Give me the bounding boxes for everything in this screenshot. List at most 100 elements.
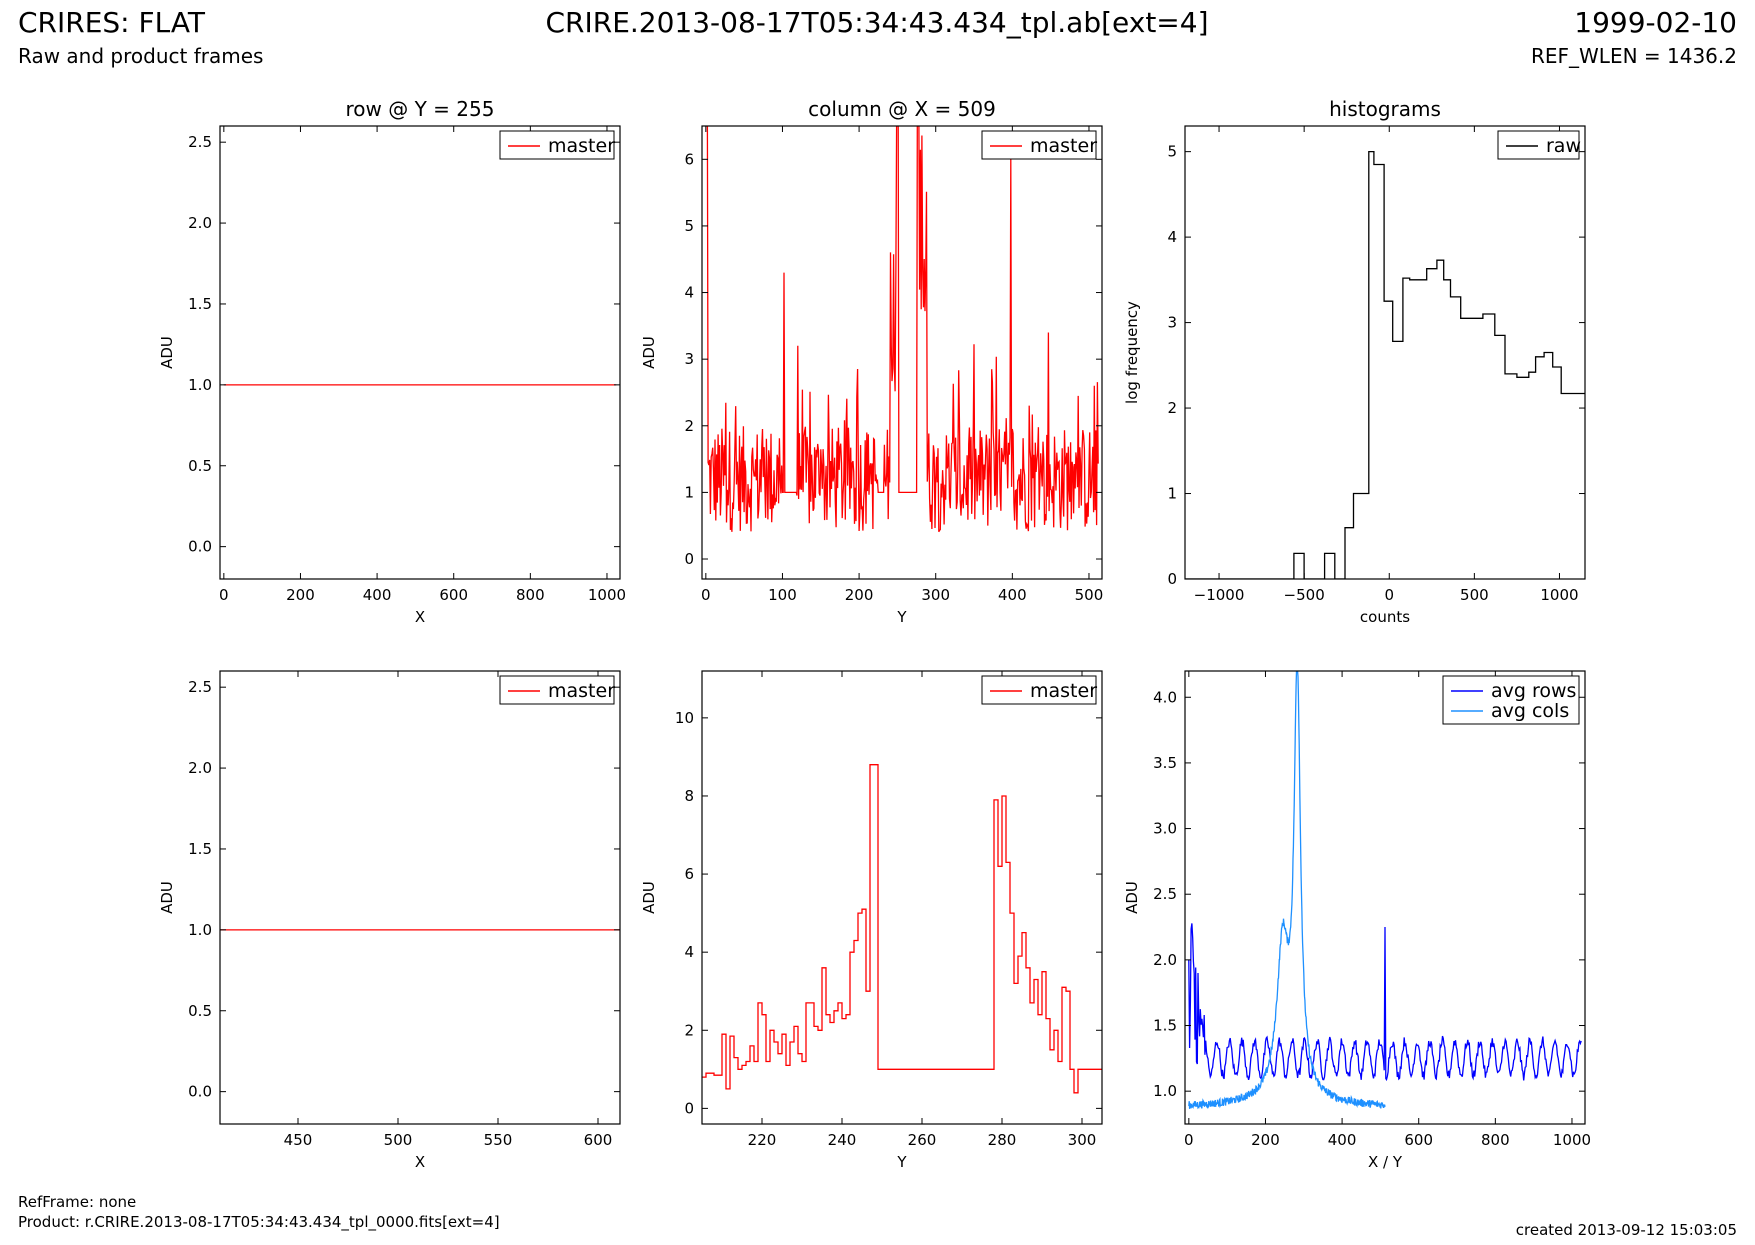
x-tick-label: 100 <box>768 586 797 604</box>
legend-box <box>1442 675 1580 725</box>
y-tick-label: 4 <box>684 943 694 961</box>
x-tick-label: 300 <box>921 586 950 604</box>
plot-frame <box>701 670 1103 1125</box>
y-tick-label: 5 <box>684 217 694 235</box>
legend-box <box>499 130 615 160</box>
y-tick-label: 3.5 <box>1153 754 1177 772</box>
y-tick-label: 5 <box>1167 143 1177 161</box>
legend: master <box>499 675 615 705</box>
x-tick-label: 220 <box>748 1131 777 1149</box>
x-tick-label: 600 <box>439 586 468 604</box>
legend-box <box>499 675 615 705</box>
legend: raw <box>1497 130 1581 160</box>
y-tick-label: 1.0 <box>1153 1082 1177 1100</box>
y-tick-label: 1 <box>684 483 694 501</box>
x-tick-label: 0 <box>1384 586 1394 604</box>
y-tick-label: 0 <box>684 550 694 568</box>
x-tick-label: 1000 <box>1540 586 1578 604</box>
chart-row-full: 0 200 400 600 800 1000 0.0 0.5 1.0 1.5 2.0 2.5 row @… <box>158 97 626 626</box>
legend-label: master <box>1030 135 1097 157</box>
series-avg-rows <box>1188 923 1582 1082</box>
x-axis-label: Y <box>896 608 907 626</box>
legend-label: master <box>548 680 615 702</box>
x-tick-label: 600 <box>584 1131 613 1149</box>
x-tick-label: 400 <box>1328 1131 1357 1149</box>
y-tick-label: 1.0 <box>188 376 212 394</box>
y-tick-label: 1.5 <box>188 295 212 313</box>
y-tick-label: 1 <box>1167 485 1177 503</box>
chart-title: histograms <box>1329 97 1441 121</box>
y-tick-label: 2.0 <box>1153 951 1177 969</box>
x-tick-label: 200 <box>845 586 874 604</box>
y-axis-label: ADU <box>158 336 176 369</box>
y-tick-label: 2.5 <box>1153 885 1177 903</box>
x-tick-label: 500 <box>1075 586 1104 604</box>
chart-col-zoom: 220 240 260 280 300 0 2 4 6 8 10 Y ADU master <box>640 670 1103 1171</box>
legend-label: master <box>548 135 615 157</box>
plot-frame <box>219 125 621 580</box>
x-axis-label: X <box>415 1153 425 1171</box>
series-master <box>702 764 1102 1094</box>
x-tick-label: 240 <box>828 1131 857 1149</box>
x-tick-label: 400 <box>363 586 392 604</box>
y-axis-label: log frequency <box>1123 301 1141 404</box>
chart-row-zoom: 450 500 550 600 0.0 0.5 1.0 1.5 2.0 2.5 X ADU master <box>158 670 621 1171</box>
y-tick-label: 6 <box>684 150 694 168</box>
footer-ref-frame: RefFrame: none <box>18 1193 137 1211</box>
x-tick-label: 500 <box>384 1131 413 1149</box>
y-tick-label: 4 <box>1167 228 1177 246</box>
x-axis-label: X <box>415 608 425 626</box>
y-tick-label: 8 <box>684 787 694 805</box>
y-tick-label: 2.5 <box>188 133 212 151</box>
x-axis-label: X / Y <box>1368 1153 1403 1171</box>
y-tick-label: 4.0 <box>1153 688 1177 706</box>
y-tick-label: 3 <box>1167 314 1177 332</box>
x-tick-label: 0 <box>1184 1131 1194 1149</box>
y-tick-label: 2 <box>684 1021 694 1039</box>
y-tick-label: 4 <box>684 284 694 302</box>
x-axis-label: Y <box>896 1153 907 1171</box>
x-tick-label: 300 <box>1068 1131 1097 1149</box>
legend-box <box>981 675 1097 705</box>
chart-hist: −1000 −500 0 500 1000 0 1 2 3 4 5 histograms counts l… <box>1123 97 1586 626</box>
y-tick-label: 0.5 <box>188 457 212 475</box>
legend: master <box>981 130 1097 160</box>
y-tick-label: 2.5 <box>188 678 212 696</box>
y-tick-label: 10 <box>675 709 694 727</box>
plot-frame <box>701 125 1103 580</box>
chart-col-full: 0 100 200 300 400 500 0 1 2 3 4 5 6 column @ X = 509 Y… <box>640 97 1103 626</box>
plot-frame <box>219 670 621 1125</box>
footer-product: Product: r.CRIRE.2013-08-17T05:34:43.434… <box>18 1213 500 1231</box>
x-tick-label: 500 <box>1460 586 1489 604</box>
footer-created: created 2013-09-12 15:03:05 <box>1515 1221 1737 1239</box>
y-axis-label: ADU <box>158 881 176 914</box>
y-tick-label: 2.0 <box>188 214 212 232</box>
y-tick-label: 0.5 <box>188 1002 212 1020</box>
plot-frame <box>1184 125 1586 580</box>
x-tick-label: −500 <box>1284 586 1325 604</box>
x-tick-label: 280 <box>988 1131 1017 1149</box>
y-tick-label: 0 <box>1167 570 1177 588</box>
y-axis-label: ADU <box>640 336 658 369</box>
subtitle-right: REF_WLEN = 1436.2 <box>1530 44 1737 68</box>
series-master <box>705 126 1099 533</box>
x-tick-label: 0 <box>219 586 229 604</box>
legend: master <box>499 130 615 160</box>
series-avg-cols <box>1188 671 1386 1110</box>
y-tick-label: 0.0 <box>188 538 212 556</box>
x-axis-label: counts <box>1360 608 1410 626</box>
y-tick-label: 6 <box>684 865 694 883</box>
y-tick-label: 1.0 <box>188 921 212 939</box>
legend-label: raw <box>1546 135 1581 157</box>
y-tick-label: 2 <box>684 417 694 435</box>
y-tick-label: 0 <box>684 1099 694 1117</box>
x-tick-label: 450 <box>284 1131 313 1149</box>
y-tick-label: 0.0 <box>188 1083 212 1101</box>
title-left: CRIRES: FLAT <box>18 6 205 39</box>
legend-box <box>981 130 1097 160</box>
chart-title: row @ Y = 255 <box>346 97 495 121</box>
y-tick-label: 3 <box>684 350 694 368</box>
x-tick-label: 400 <box>998 586 1027 604</box>
